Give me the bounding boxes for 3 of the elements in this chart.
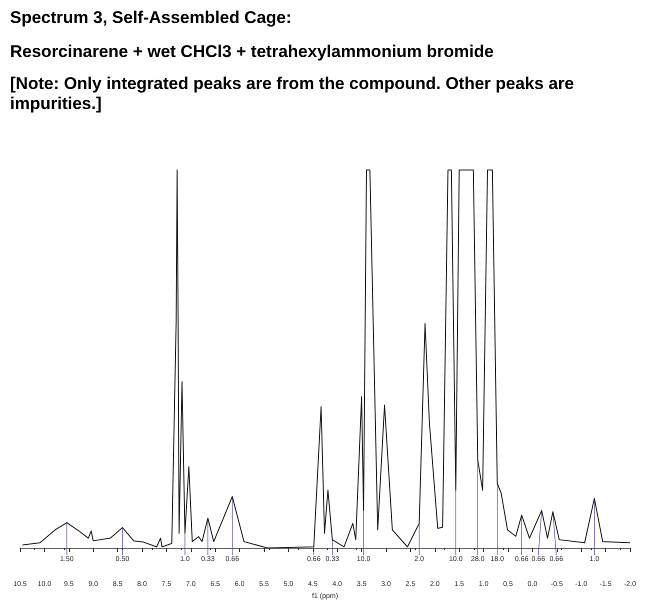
chart-subtitle: Resorcinarene + wet CHCl3 + tetrahexylammonium bromide: [10, 42, 495, 62]
chart-title: Spectrum 3, Self-Assembled Cage:: [10, 7, 293, 28]
text: [Note: Only integrated peaks are from the compound. Other peaks are impurities.]: [10, 74, 575, 114]
